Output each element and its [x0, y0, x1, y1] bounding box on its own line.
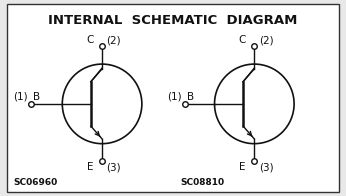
Text: B: B — [33, 92, 40, 102]
Text: E: E — [87, 162, 93, 172]
Text: (1): (1) — [167, 92, 182, 102]
Text: B: B — [187, 92, 194, 102]
Text: (1): (1) — [13, 92, 28, 102]
Text: INTERNAL  SCHEMATIC  DIAGRAM: INTERNAL SCHEMATIC DIAGRAM — [48, 14, 298, 27]
Text: (3): (3) — [259, 162, 273, 172]
Text: E: E — [239, 162, 246, 172]
Text: C: C — [238, 35, 246, 45]
Text: SC06960: SC06960 — [14, 178, 58, 187]
Text: SC08810: SC08810 — [180, 178, 224, 187]
Text: (2): (2) — [107, 35, 121, 45]
Text: (3): (3) — [107, 162, 121, 172]
Text: (2): (2) — [259, 35, 273, 45]
Text: C: C — [86, 35, 93, 45]
